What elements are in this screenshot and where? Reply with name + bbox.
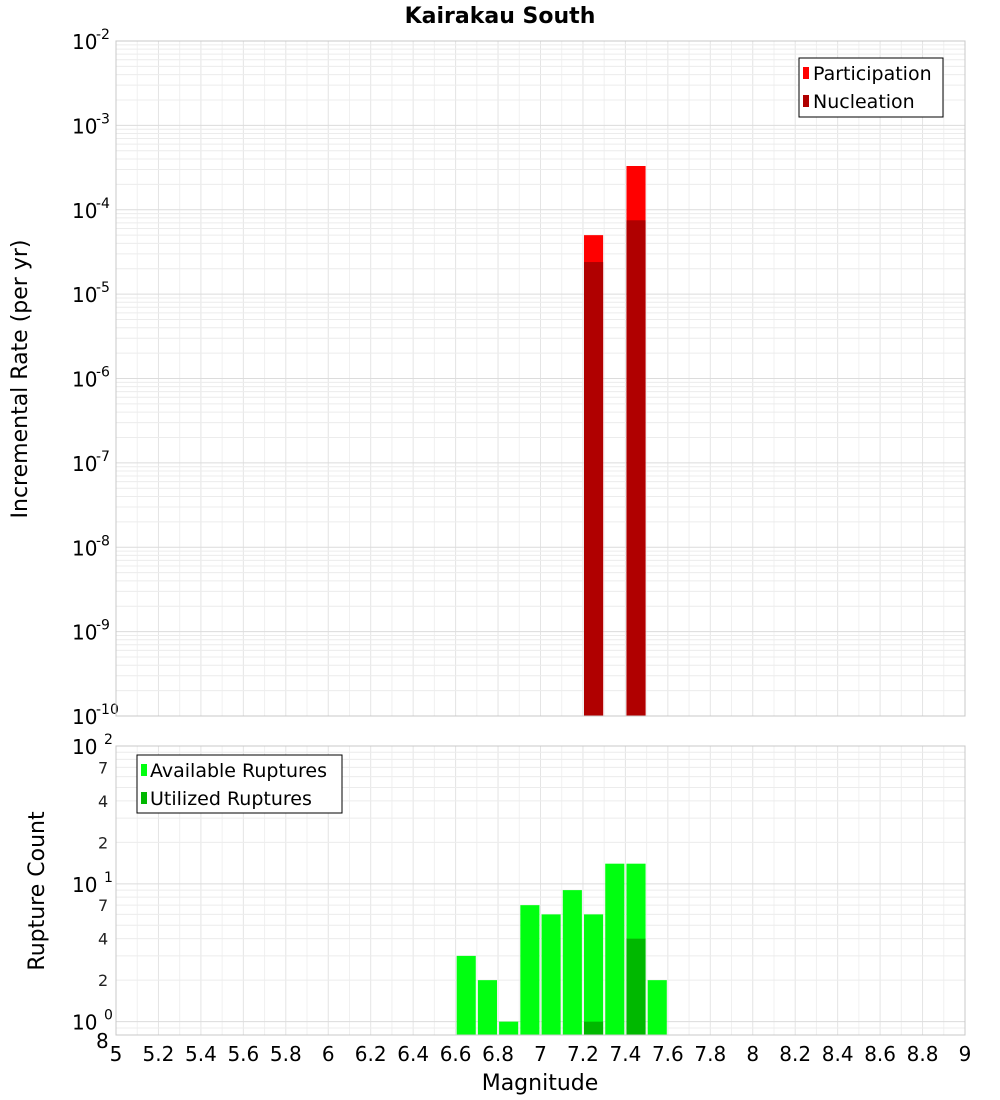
bar-available-ruptures: [605, 863, 625, 1035]
bar-utilized-ruptures: [584, 1021, 604, 1035]
count-y-tick-label: 4: [98, 792, 108, 811]
count-y-tick-label: 10: [72, 873, 97, 897]
bar-available-ruptures: [647, 980, 667, 1035]
legend-swatch-utilized-ruptures: [141, 792, 147, 804]
x-tick-label: 8: [746, 1042, 759, 1066]
x-tick-label: 6.4: [397, 1042, 429, 1066]
count-y-tick-label: 8: [96, 1029, 109, 1053]
magnitude-x-ticks: 5 5.2 5.4 5.6 5.8 6 6.2 6.4 6.6 6.8 7 7.2 7.4 7.6 7.8 8…: [110, 1042, 972, 1066]
x-tick-label: 7.8: [694, 1042, 726, 1066]
rate-y-tick-label: 10: [72, 621, 97, 645]
count-y-tick-exponent: 0: [104, 1008, 113, 1024]
count-plot-border: [115, 745, 966, 1036]
count-legend-box: [136, 754, 343, 814]
bar-nucleation: [626, 220, 646, 717]
rate-y-tick-exponent: -4: [96, 196, 110, 212]
count-y-tick-label: 2: [98, 833, 108, 852]
rate-y-tick-label: 10: [72, 705, 97, 729]
rate-y-tick-label: 10: [72, 114, 97, 138]
x-tick-label: 6: [322, 1042, 335, 1066]
legend-swatch-nucleation: [803, 95, 809, 107]
legend-swatch-participation: [803, 67, 809, 79]
rate-y-tick-label: 10: [72, 452, 97, 476]
bar-nucleation: [584, 262, 604, 716]
rate-y-tick-label: 10: [72, 368, 97, 392]
x-tick-label: 7.2: [567, 1042, 599, 1066]
legend-label-nucleation: Nucleation: [813, 91, 915, 113]
rate-y-tick-label: 10: [72, 30, 97, 54]
bar-utilized-ruptures: [626, 938, 646, 1035]
x-axis-label: Magnitude: [482, 1071, 599, 1096]
x-tick-label: 5.4: [185, 1042, 217, 1066]
x-tick-label: 5.2: [143, 1042, 175, 1066]
x-tick-label: 8.2: [779, 1042, 811, 1066]
x-tick-label: 8.6: [864, 1042, 896, 1066]
count-y-tick-label: 2: [98, 971, 108, 990]
rate-y-tick-exponent: -3: [96, 111, 110, 127]
rate-y-tick-exponent: -9: [96, 618, 110, 634]
x-tick-label: 7: [534, 1042, 547, 1066]
x-tick-label: 6.8: [482, 1042, 514, 1066]
rate-y-tick-label: 10: [72, 283, 97, 307]
count-y-tick-exponent: 2: [104, 732, 113, 748]
bar-available-ruptures: [541, 914, 561, 1035]
count-legend: Available Ruptures Utilized Ruptures: [136, 754, 343, 814]
count-y-tick-label: 10: [72, 735, 97, 759]
legend-swatch-available-ruptures: [141, 764, 147, 776]
count-y-tick-label: 10: [72, 1011, 97, 1035]
bar-available-ruptures: [520, 905, 540, 1035]
chart-title: Kairakau South: [405, 4, 596, 29]
rate-legend: Participation Nucleation: [798, 57, 944, 118]
rate-y-tick-exponent: -5: [96, 280, 110, 296]
legend-label-utilized-ruptures: Utilized Ruptures: [150, 788, 312, 810]
count-bars: [456, 863, 667, 1035]
legend-label-available-ruptures: Available Ruptures: [150, 760, 327, 782]
x-tick-label: 8.4: [822, 1042, 854, 1066]
x-tick-label: 8.8: [907, 1042, 939, 1066]
rate-y-tick-label: 10: [72, 199, 97, 223]
x-tick-label: 7.6: [652, 1042, 684, 1066]
rate-y-tick-label: 10: [72, 536, 97, 560]
x-tick-label: 7.4: [609, 1042, 641, 1066]
count-y-tick-label: 7: [98, 758, 108, 777]
x-tick-label: 5.8: [270, 1042, 302, 1066]
rate-y-tick-exponent: -7: [96, 449, 110, 465]
rate-legend-box: [798, 57, 944, 118]
x-tick-label: 5: [110, 1042, 123, 1066]
x-tick-label: 6.2: [355, 1042, 387, 1066]
rate-y-axis-label: Incremental Rate (per yr): [8, 240, 33, 519]
bar-available-ruptures: [477, 980, 497, 1035]
rate-bars: [584, 166, 646, 717]
bar-available-ruptures: [562, 890, 582, 1035]
count-y-tick-exponent: 1: [104, 870, 113, 886]
x-tick-label: 9: [959, 1042, 972, 1066]
count-y-tick-label: 7: [98, 896, 108, 915]
legend-label-participation: Participation: [813, 63, 932, 85]
bar-available-ruptures: [584, 914, 604, 1035]
x-tick-label: 5.6: [227, 1042, 259, 1066]
rate-y-tick-exponent: -8: [96, 533, 110, 549]
count-y-tick-label: 4: [98, 930, 108, 949]
rate-y-tick-exponent: -2: [96, 27, 110, 43]
rate-y-tick-exponent: -10: [96, 702, 119, 718]
bar-available-ruptures: [456, 955, 476, 1035]
x-tick-label: 6.6: [440, 1042, 472, 1066]
rate-gridlines: [115, 40, 966, 717]
rate-plot-border: [115, 40, 966, 717]
count-y-axis-label: Rupture Count: [25, 811, 50, 971]
bar-available-ruptures: [499, 1021, 519, 1035]
rate-y-tick-exponent: -6: [96, 365, 110, 381]
